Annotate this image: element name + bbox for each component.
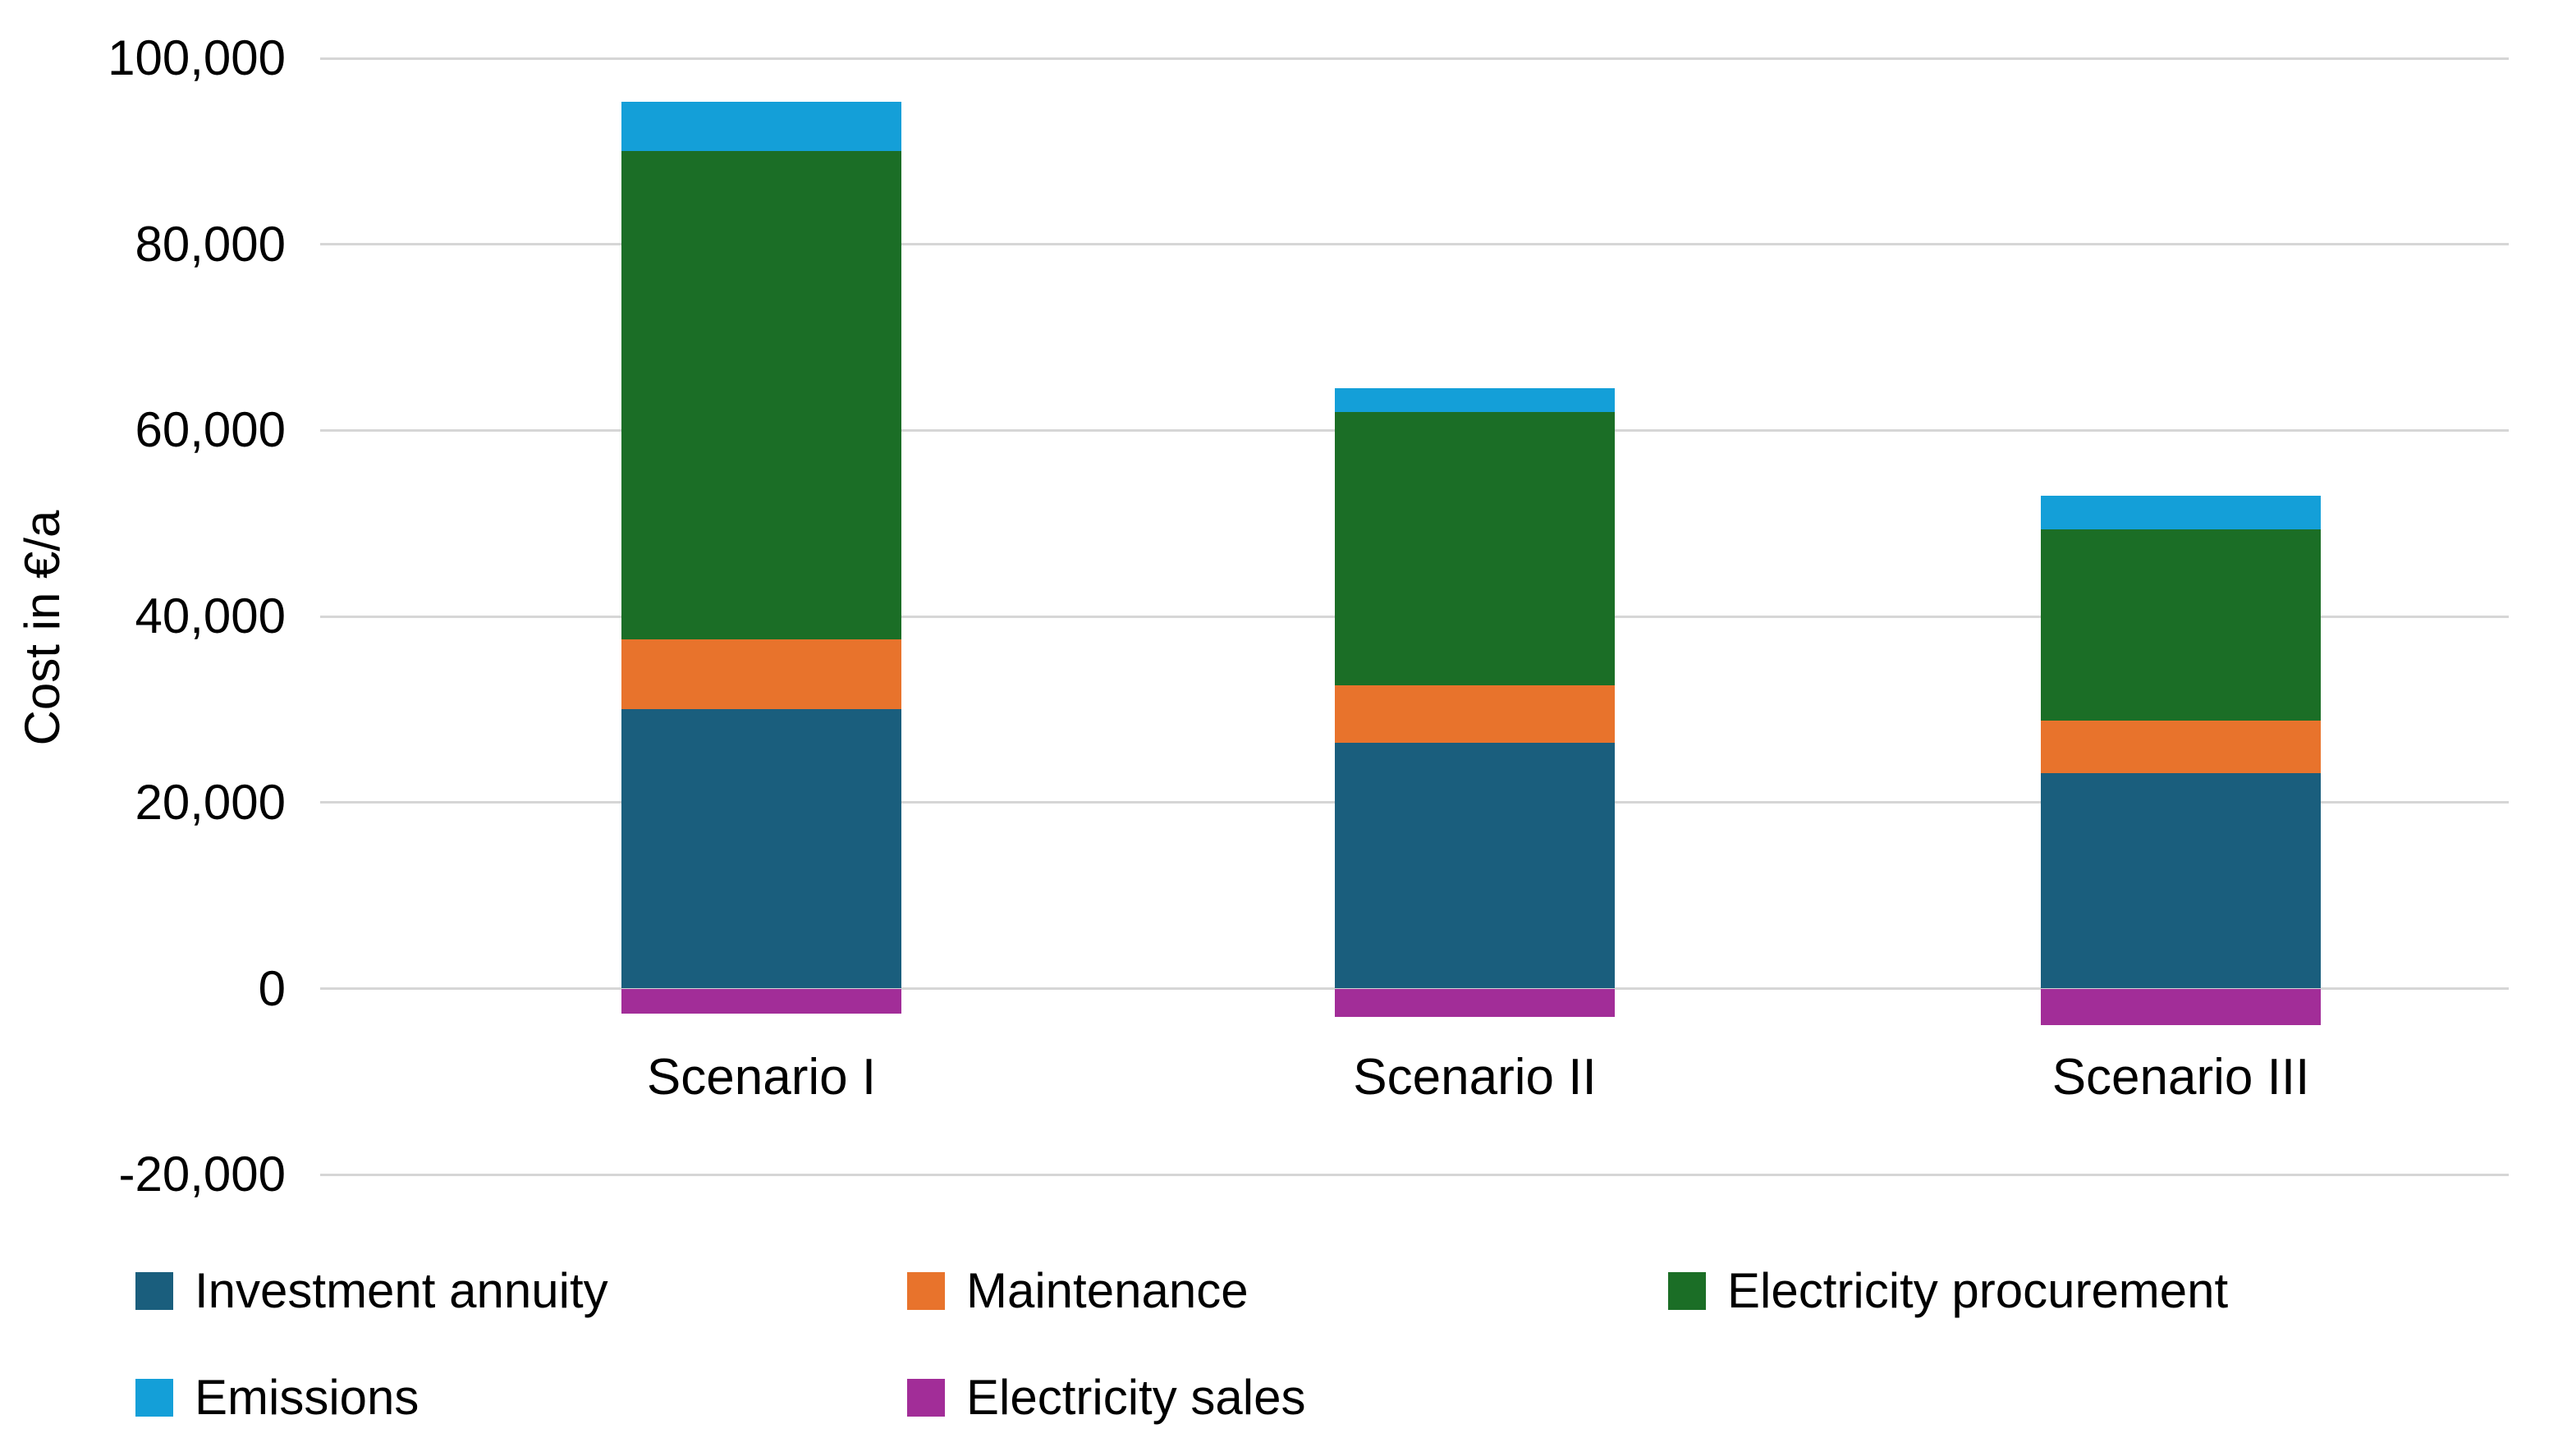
gridline — [320, 57, 2509, 60]
bar-segment-maintenance-scenario-i — [621, 639, 901, 710]
bar-segment-investment-annuity-scenario-ii — [1335, 743, 1615, 989]
bar-segment-electricity-procurement-scenario-iii — [2041, 529, 2321, 721]
bar-segment-maintenance-scenario-iii — [2041, 721, 2321, 773]
x-axis-label-scenario-iii: Scenario III — [2051, 1049, 2310, 1106]
gridline — [320, 243, 2509, 246]
y-tick-label: 40,000 — [135, 588, 286, 644]
bar-segment-emissions-scenario-iii — [2041, 495, 2321, 529]
x-axis-label-scenario-i: Scenario I — [646, 1049, 877, 1106]
legend-swatch-icon — [1668, 1272, 1706, 1310]
bar-segment-investment-annuity-scenario-iii — [2041, 772, 2321, 989]
bar-segment-electricity-procurement-scenario-i — [621, 151, 901, 640]
bar-segment-emissions-scenario-i — [621, 102, 901, 152]
legend-swatch-icon — [907, 1379, 945, 1417]
bar-segment-investment-annuity-scenario-i — [621, 709, 901, 989]
bar-segment-electricity-sales-scenario-ii — [1335, 988, 1615, 1017]
y-tick-label: 100,000 — [108, 30, 286, 85]
legend-item-electricity-sales: Electricity sales — [907, 1370, 1306, 1425]
legend-swatch-icon — [135, 1379, 173, 1417]
legend-label: Electricity sales — [966, 1370, 1306, 1425]
y-tick-label: 20,000 — [135, 774, 286, 830]
bar-segment-electricity-procurement-scenario-ii — [1335, 411, 1615, 685]
gridline — [320, 1173, 2509, 1176]
legend-label: Emissions — [195, 1370, 419, 1425]
legend-swatch-icon — [907, 1272, 945, 1310]
x-axis-label-scenario-ii: Scenario II — [1353, 1049, 1597, 1106]
legend-item-investment-annuity: Investment annuity — [135, 1266, 608, 1316]
legend-label: Electricity procurement — [1727, 1263, 2229, 1318]
y-tick-label: 60,000 — [135, 402, 286, 458]
y-tick-label: -20,000 — [118, 1147, 287, 1202]
legend-item-maintenance: Maintenance — [907, 1266, 1249, 1316]
legend-label: Maintenance — [966, 1263, 1249, 1318]
legend-item-electricity-procurement: Electricity procurement — [1668, 1266, 2228, 1316]
legend-swatch-icon — [135, 1272, 173, 1310]
bar-segment-emissions-scenario-ii — [1335, 388, 1615, 412]
legend-item-emissions: Emissions — [135, 1370, 419, 1425]
bar-segment-electricity-sales-scenario-i — [621, 988, 901, 1014]
y-tick-label: 80,000 — [135, 216, 286, 272]
bar-segment-maintenance-scenario-ii — [1335, 685, 1615, 744]
y-tick-label: 0 — [258, 960, 286, 1016]
bar-segment-electricity-sales-scenario-iii — [2041, 988, 2321, 1025]
legend-label: Investment annuity — [195, 1263, 608, 1318]
